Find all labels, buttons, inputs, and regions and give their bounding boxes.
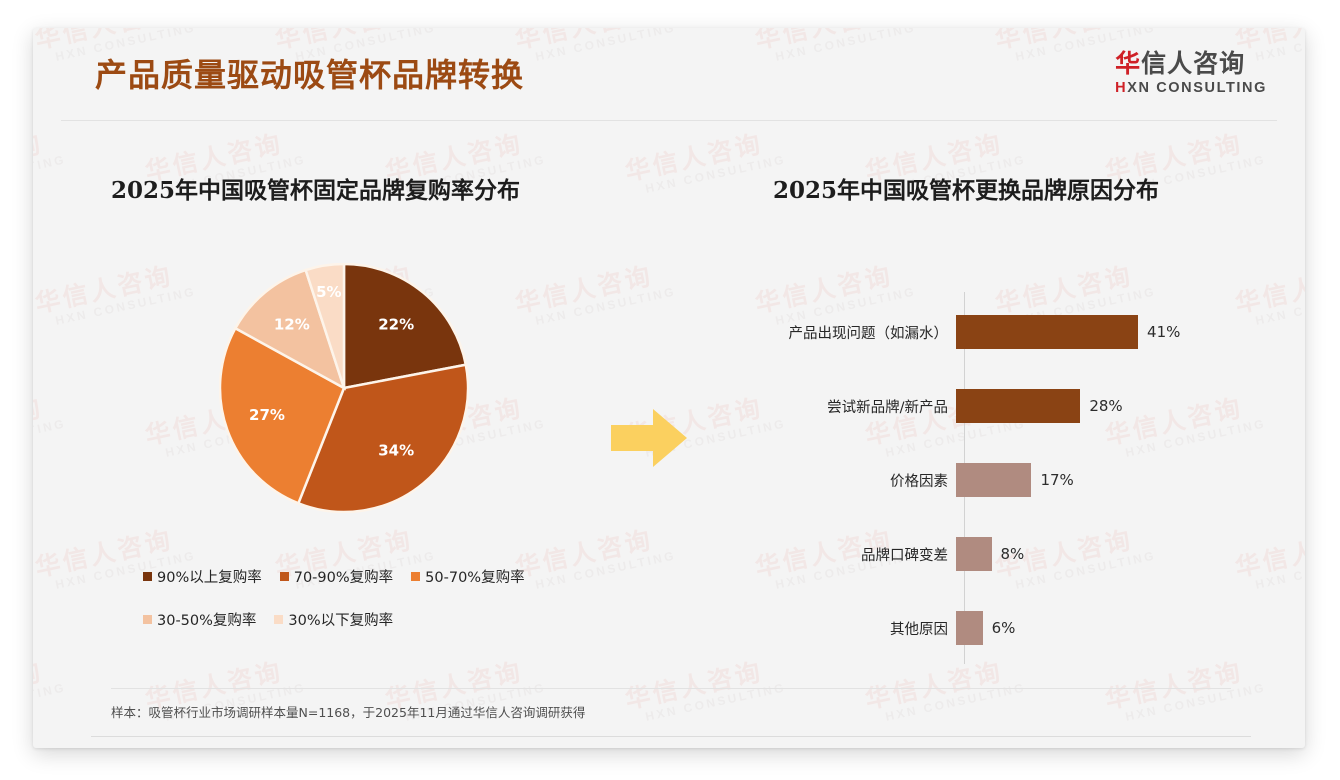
bar-value-label: 17%	[1040, 471, 1074, 489]
pie-chart-svg: 22% 34% 27% 12% 5%	[219, 263, 469, 513]
bar-track: 41%	[956, 312, 1253, 352]
company-logo: 华信人咨询 HXN CONSULTING	[1115, 50, 1267, 96]
footer-divider	[91, 736, 1251, 737]
pie-slice-label: 5%	[316, 283, 341, 301]
pie-slice[interactable]	[304, 263, 346, 389]
pie-slice-labels: 22% 34% 27% 12% 5%	[249, 283, 414, 460]
logo-en-rest: XN CONSULTING	[1127, 79, 1267, 96]
pie-slices	[219, 263, 469, 513]
pie-slice-label: 22%	[378, 315, 414, 333]
bar-value-label: 28%	[1089, 397, 1123, 415]
bar-row[interactable]: 品牌口碑变差 8%	[733, 534, 1253, 574]
bar-category-label: 产品出现问题（如漏水）	[788, 325, 949, 342]
footer-website[interactable]: www.hxrcon.com	[1138, 746, 1245, 748]
header-divider	[61, 120, 1277, 121]
bar-fill[interactable]	[956, 315, 1139, 349]
bar-category-label: 其他原因	[890, 621, 948, 638]
legend-row: 30-50%复购率 30%以下复购率	[143, 609, 613, 630]
pie-slice-label: 27%	[249, 406, 285, 424]
logo-accent-char: 华	[1115, 49, 1142, 78]
legend-swatch-icon	[143, 615, 152, 624]
source-note: 样本：吸管杯行业市场调研样本量N=1168，于2025年11月通过华信人咨询调研…	[111, 705, 586, 720]
bar-category-label: 价格因素	[890, 473, 948, 490]
bar-track: 8%	[956, 534, 1253, 574]
bar-row[interactable]: 价格因素 17%	[733, 460, 1253, 500]
legend-item[interactable]: 50-70%复购率	[411, 566, 525, 587]
bar-track: 28%	[956, 386, 1253, 426]
legend-swatch-icon	[279, 572, 289, 581]
legend-label: 50-70%复购率	[425, 570, 525, 586]
pie-slice[interactable]	[296, 363, 469, 513]
bar-category-label: 尝试新品牌/新产品	[827, 399, 948, 416]
legend-label: 30-50%复购率	[157, 613, 257, 629]
legend-swatch-icon	[274, 615, 284, 624]
right-arrow-svg	[611, 409, 687, 467]
bar-fill[interactable]	[956, 389, 1081, 423]
legend-item[interactable]: 90%以上复购率	[143, 566, 262, 587]
footer-copyright: ©2026.1 HXR华信人咨询	[99, 746, 248, 748]
logo-en-accent: H	[1115, 79, 1128, 96]
slide-header: 产品质量驱动吸管杯品牌转换 华信人咨询 HXN CONSULTING	[33, 28, 1305, 121]
logo-rest-chars: 信人咨询	[1141, 49, 1246, 78]
bar-fill[interactable]	[956, 463, 1032, 497]
bar-category-label: 品牌口碑变差	[861, 547, 948, 564]
bar-row[interactable]: 尝试新品牌/新产品 28%	[733, 386, 1253, 426]
pie-chart-title: 2025年中国吸管杯固定品牌复购率分布	[111, 177, 521, 204]
bar-row[interactable]: 产品出现问题（如漏水） 41%	[733, 312, 1253, 352]
source-divider	[111, 688, 1231, 689]
legend-swatch-icon	[411, 572, 421, 581]
pie-slice[interactable]	[233, 268, 347, 391]
pie-chart: 22% 34% 27% 12% 5%	[219, 263, 469, 513]
bar-fill[interactable]	[956, 611, 983, 645]
bar-row[interactable]: 其他原因 6%	[733, 608, 1253, 648]
legend-item[interactable]: 30-50%复购率	[143, 609, 256, 630]
page-title: 产品质量驱动吸管杯品牌转换	[95, 56, 525, 94]
bar-value-label: 41%	[1147, 323, 1181, 341]
logo-english-text: HXN CONSULTING	[1115, 80, 1267, 96]
legend-label: 70-90%复购率	[293, 570, 394, 586]
bar-track: 17%	[956, 460, 1253, 500]
pie-legend: 90%以上复购率 70-90%复购率 50-70%复购率 30-50%复购率 30%以下…	[143, 566, 613, 652]
right-arrow-icon	[611, 406, 687, 470]
pie-slice-label: 12%	[274, 315, 310, 333]
legend-swatch-icon	[143, 572, 152, 581]
legend-item[interactable]: 70-90%复购率	[279, 566, 394, 587]
legend-row: 90%以上复购率 70-90%复购率 50-70%复购率	[143, 566, 613, 587]
legend-label: 30%以下复购率	[288, 613, 394, 629]
bar-value-label: 6%	[991, 619, 1016, 637]
legend-item[interactable]: 30%以下复购率	[274, 609, 393, 630]
bar-value-label: 8%	[1000, 545, 1025, 563]
arrow-shape	[611, 409, 687, 467]
bar-track: 6%	[956, 608, 1253, 648]
bar-fill[interactable]	[956, 537, 992, 571]
logo-chinese-text: 华信人咨询	[1115, 50, 1267, 78]
bar-chart: 产品出现问题（如漏水） 41% 尝试新品牌/新产品 28% 价格因素 17% 品牌口碑变差 8…	[733, 286, 1253, 668]
pie-slice-label: 34%	[378, 442, 414, 460]
pie-slice[interactable]	[342, 263, 468, 390]
bar-chart-title: 2025年中国吸管杯更换品牌原因分布	[773, 177, 1160, 204]
legend-label: 90%以上复购率	[157, 570, 262, 586]
